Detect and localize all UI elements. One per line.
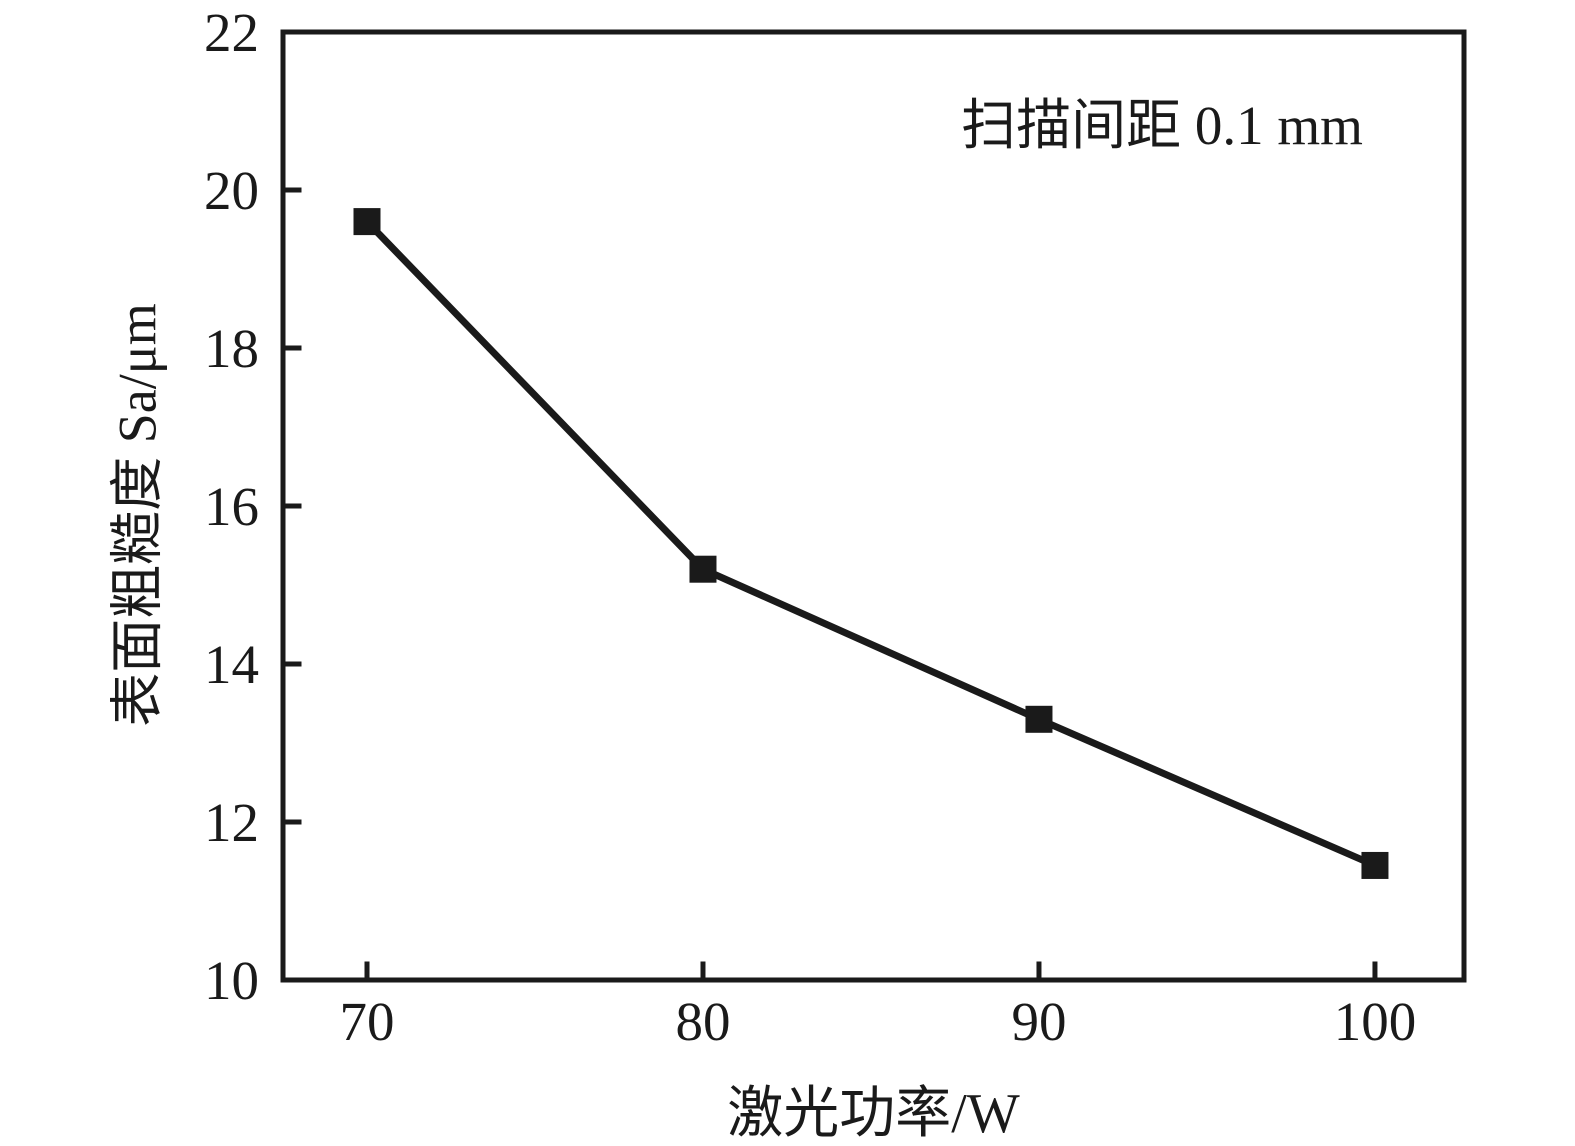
y-tick-label: 12 [204, 792, 259, 853]
x-tick-label: 90 [1011, 991, 1066, 1052]
x-tick-label: 80 [675, 991, 730, 1052]
x-tick-label: 70 [339, 991, 394, 1052]
y-tick-label: 22 [204, 2, 259, 63]
data-line [364, 219, 1377, 869]
y-tick-label: 18 [204, 318, 259, 379]
x-tick-label: 100 [1334, 991, 1417, 1052]
y-axis-label: 表面粗糙度 Sa/μm [107, 303, 168, 727]
plot-border [280, 29, 1467, 983]
data-point-marker [1361, 851, 1389, 879]
x-axis-label: 激光功率/W [727, 1083, 1020, 1145]
data-point-marker [353, 208, 381, 236]
data-point-marker [689, 555, 717, 583]
y-tick-label: 16 [204, 476, 259, 537]
y-tick-label: 14 [204, 634, 259, 695]
annotation-scan-spacing: 扫描间距 0.1 mm [961, 95, 1363, 156]
y-tick-label: 10 [204, 950, 259, 1011]
y-tick-label: 20 [204, 160, 259, 221]
data-point-marker [1025, 705, 1053, 733]
